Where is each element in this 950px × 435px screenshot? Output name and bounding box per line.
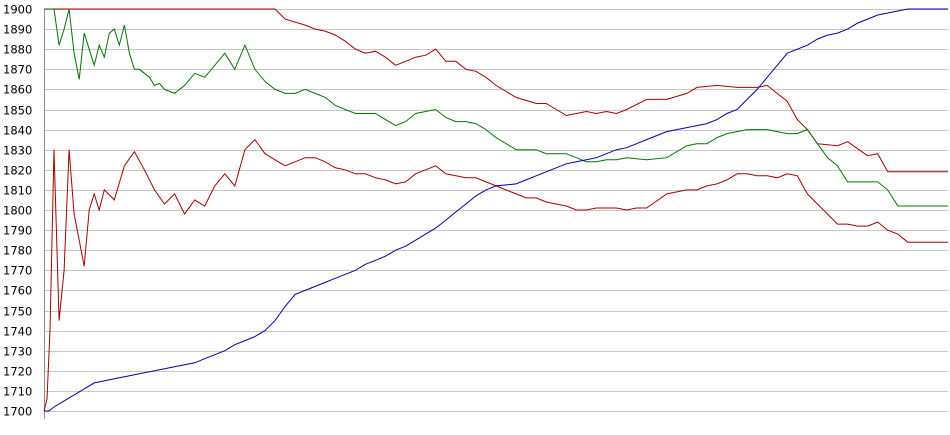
y-tick-label: 1800 bbox=[3, 204, 32, 218]
y-tick-label: 1790 bbox=[3, 224, 32, 238]
y-tick-label: 1710 bbox=[3, 385, 32, 399]
y-tick-label: 1720 bbox=[3, 365, 32, 379]
y-tick-label: 1870 bbox=[3, 63, 32, 77]
y-tick-label: 1890 bbox=[3, 23, 32, 37]
y-tick-label: 1830 bbox=[3, 144, 32, 158]
y-tick-label: 1850 bbox=[3, 104, 32, 118]
y-tick-label: 1740 bbox=[3, 325, 32, 339]
series-layer bbox=[43, 8, 948, 412]
grid-layer bbox=[44, 9, 948, 412]
y-tick-label: 1750 bbox=[3, 305, 32, 319]
axis-layer: 1700 1710 1720 1730 1740 1750 1760 1770 1780 1790… bbox=[3, 3, 45, 419]
y-tick-label: 1780 bbox=[3, 244, 32, 258]
series-line-4 bbox=[44, 8, 948, 412]
y-tick-label: 1880 bbox=[3, 43, 32, 57]
series-line-1 bbox=[44, 8, 948, 173]
y-tick-label: 1840 bbox=[3, 124, 32, 138]
y-tick-label: 1900 bbox=[3, 3, 32, 17]
y-tick-label: 1760 bbox=[3, 284, 32, 298]
y-tick-label: 1810 bbox=[3, 184, 32, 198]
y-tick-label: 1770 bbox=[3, 264, 32, 278]
y-tick-label: 1820 bbox=[3, 164, 32, 178]
series-line-3 bbox=[44, 8, 948, 207]
y-tick-label: 1700 bbox=[3, 405, 32, 419]
y-tick-label: 1860 bbox=[3, 83, 32, 97]
y-tick-label: 1730 bbox=[3, 345, 32, 359]
series-line-2 bbox=[43, 138, 948, 412]
